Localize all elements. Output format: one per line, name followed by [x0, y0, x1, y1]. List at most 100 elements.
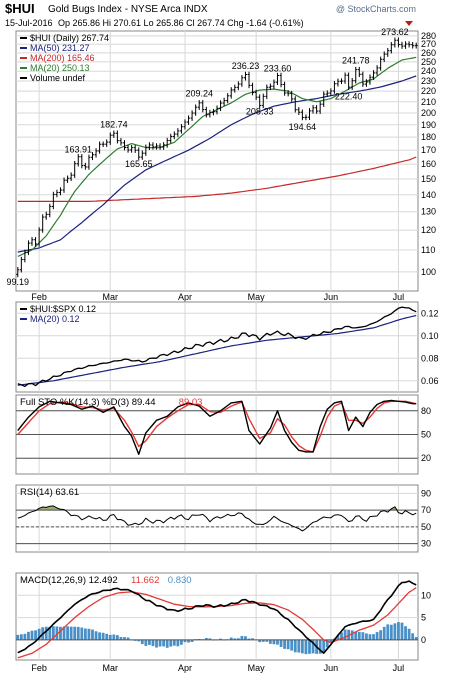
- y-tick-label: 150: [421, 174, 436, 184]
- macd-hist-bar: [297, 639, 301, 653]
- panel-frame: [15, 30, 419, 292]
- y-tick-label: 160: [421, 159, 436, 169]
- macd-hist-bar: [51, 626, 55, 640]
- macd-hist-bar: [329, 639, 333, 642]
- macd-hist-bar: [372, 634, 375, 640]
- y-tick-label: 110: [421, 245, 435, 255]
- macd-hist-bar: [108, 634, 112, 640]
- macd-hist-bar: [350, 630, 354, 640]
- y-tick-label: 80: [421, 406, 431, 416]
- macd-hist-bar: [251, 638, 254, 640]
- legend-entry: $HUI (Daily) 267.74: [30, 33, 109, 43]
- price-annotation: 233.60: [264, 63, 292, 73]
- macd-hist-bar: [204, 637, 208, 640]
- macd-hist-bar: [66, 626, 69, 640]
- macd-hist-bar: [55, 626, 59, 640]
- y-tick-label: 250: [421, 57, 436, 67]
- price-annotation: 222.40: [335, 92, 363, 102]
- y-tick-label: 5: [421, 613, 426, 623]
- month-label-feb: Feb: [31, 663, 47, 673]
- macd-hist-bar: [229, 637, 233, 640]
- price-annotation: 182.74: [100, 120, 128, 130]
- ratio-ma-line: [17, 314, 417, 386]
- macd-hist-bar: [354, 631, 358, 640]
- macd-hist-bar: [290, 639, 294, 651]
- y-tick-label: 10: [421, 590, 431, 600]
- macd-hist-bar: [368, 634, 372, 640]
- macd-hist-bar: [98, 632, 102, 640]
- macd-hist-bar: [379, 630, 383, 640]
- macd-hist-bar: [137, 639, 141, 642]
- price-annotation: 236.23: [232, 61, 260, 71]
- macd-hist-bar: [115, 635, 119, 640]
- macd-hist-bar: [414, 637, 418, 640]
- macd-hist-bar: [27, 631, 30, 640]
- macd-hist-bar: [258, 639, 262, 643]
- y-tick-label: 90: [421, 488, 431, 498]
- macd-hist-bar: [30, 630, 34, 640]
- month-label-jun: Jun: [324, 292, 339, 302]
- legend-entry: MA(20) 250.13: [30, 63, 90, 73]
- macd-hist-bar: [404, 626, 407, 640]
- macd-hist-bar: [357, 631, 361, 640]
- macd-hist-bar: [386, 624, 390, 640]
- macd-hist-bar: [180, 639, 183, 645]
- panel-1: 1001101201301401501601701801902002102202…: [7, 27, 437, 302]
- panel-5: 0 5 10 MACD(12,26,9) 12.492 11.662 0.830 Feb Ma…: [15, 572, 431, 673]
- date-label: 15-Jul-2016: [5, 18, 53, 28]
- macd-hist-bar: [176, 639, 180, 647]
- macd-hist-bar: [91, 629, 94, 640]
- macd-hist-bar: [293, 639, 297, 653]
- month-label-apr: Apr: [178, 292, 192, 302]
- macd-hist-bar: [155, 639, 158, 648]
- y-tick-label: 260: [421, 48, 436, 58]
- macd-hist-bar: [233, 638, 237, 640]
- legend-entry: $HUI:$SPX 0.12: [30, 304, 96, 314]
- panel-4: 30 50 70 90 RSI(14) 63.61: [15, 484, 431, 553]
- y-tick-label: 270: [421, 39, 436, 49]
- legend-entry: MA(50) 231.27: [30, 43, 90, 53]
- macd-hist-bar: [322, 639, 326, 654]
- y-tick-label: 170: [421, 145, 436, 155]
- macd-hist-bar: [165, 639, 169, 648]
- y-tick-label: 120: [421, 225, 436, 235]
- macd-hist-bar: [208, 638, 212, 640]
- price-annotation: 241.78: [342, 56, 370, 66]
- y-tick-label: 130: [421, 207, 436, 217]
- macd-hist-bar: [382, 626, 386, 640]
- ma200-line: [17, 156, 417, 202]
- price-annotation: 194.64: [289, 122, 317, 132]
- macd-hist-bar: [407, 628, 411, 640]
- macd-hist-bar: [101, 632, 105, 640]
- panel-frame: [15, 301, 419, 393]
- macd-hist-bar: [183, 639, 187, 643]
- month-label-mar: Mar: [103, 663, 119, 673]
- y-tick-label: 140: [421, 190, 436, 200]
- legend-entry: 11.662: [131, 575, 159, 586]
- macd-hist-bar: [247, 638, 251, 640]
- macd-hist-bar: [265, 639, 269, 642]
- month-label-jul: Jul: [393, 663, 405, 673]
- macd-hist-bar: [389, 624, 393, 640]
- ma50-line: [17, 75, 417, 253]
- y-tick-label: 230: [421, 76, 436, 86]
- macd-hist-bar: [76, 626, 80, 640]
- y-tick-label: 280: [421, 31, 436, 41]
- macd-hist-bar: [268, 639, 272, 644]
- macd-hist-bar: [151, 639, 155, 647]
- index-name: Gold Bugs Index - NYSE Arca INDX: [48, 4, 208, 15]
- macd-hist-bar: [140, 639, 144, 645]
- month-label-jun: Jun: [324, 663, 339, 673]
- macd-hist-bar: [393, 623, 397, 640]
- y-tick-label: 210: [421, 97, 436, 107]
- macd-hist-bar: [87, 628, 91, 640]
- macd-hist-bar: [112, 634, 116, 640]
- macd-hist-bar: [158, 639, 162, 647]
- month-label-apr: Apr: [178, 663, 192, 673]
- macd-hist-bar: [48, 626, 52, 640]
- macd-hist-bar: [144, 639, 148, 646]
- y-tick-label: 200: [421, 108, 436, 118]
- y-tick-label: 0.10: [421, 331, 439, 341]
